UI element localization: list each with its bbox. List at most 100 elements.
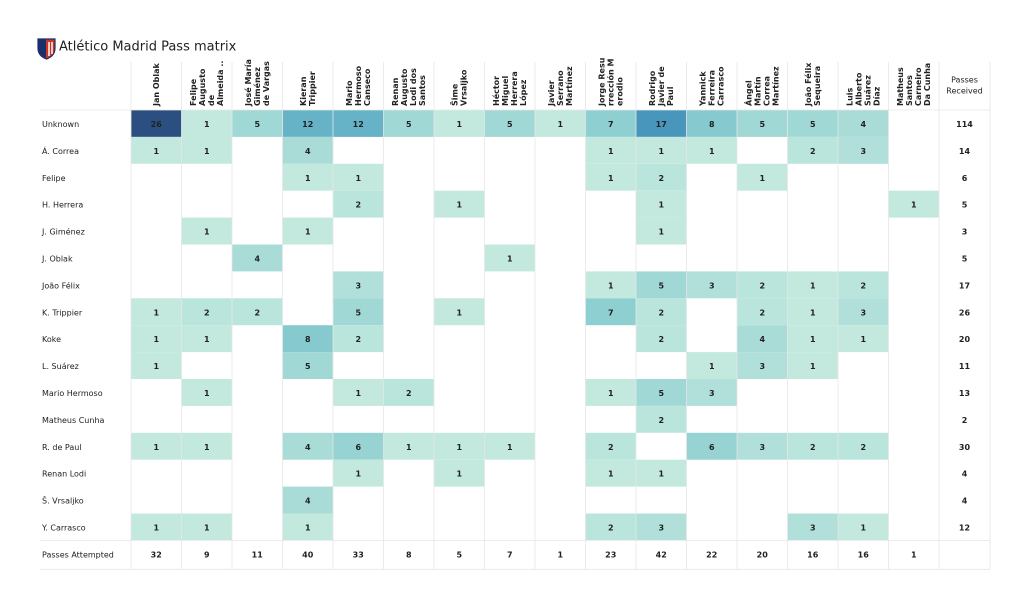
heat-cell: [484, 432, 535, 460]
column-header: Carrasco: [716, 66, 725, 106]
heat-cell: [535, 110, 586, 137]
cell-label: 26: [151, 120, 163, 129]
column-total: 7: [507, 550, 513, 559]
row-label: Unknown: [42, 120, 79, 129]
cell-label: 8: [305, 335, 311, 344]
row-label: Renan Lodi: [42, 470, 86, 479]
column-header: José María: [243, 59, 253, 107]
cell-label: 7: [608, 120, 614, 129]
heat-cell: [434, 110, 485, 137]
heat-cell: [838, 136, 889, 164]
column-header: Augusto: [400, 68, 409, 106]
column-header: López: [518, 79, 528, 106]
cell-label: 1: [355, 470, 361, 479]
row-total: 2: [962, 416, 968, 425]
cell-label: 12: [302, 120, 313, 129]
heat-cell: [131, 325, 182, 353]
cell-label: 3: [860, 147, 866, 156]
cell-label: 1: [204, 147, 210, 156]
heat-cell: [131, 432, 182, 460]
cell-label: 2: [608, 443, 614, 452]
column-total: 20: [757, 550, 769, 559]
column-header: Serrano: [556, 70, 565, 106]
heat-cell: [686, 379, 737, 406]
column-header: Da Cunha: [923, 63, 932, 106]
cell-label: 3: [709, 281, 715, 290]
column-header: Felipe: [189, 78, 198, 106]
cell-label: 1: [305, 523, 311, 532]
heat-cell: [383, 432, 434, 460]
cell-label: 3: [658, 523, 664, 532]
heat-cell: [787, 271, 838, 299]
column-header: Renan: [391, 77, 400, 106]
heat-cell: [636, 459, 687, 487]
column-total: 33: [353, 550, 364, 559]
cell-label: 2: [658, 416, 664, 425]
heat-cell: [686, 136, 737, 164]
column-header: erodio: [615, 77, 624, 106]
column-total: 9: [204, 550, 210, 559]
cell-label: 1: [911, 201, 917, 210]
cell-label: 1: [608, 174, 614, 183]
row-total: 30: [959, 443, 971, 452]
heat-cell: [484, 244, 535, 272]
column-header: rrección M: [605, 58, 615, 106]
column-header: de: [207, 94, 216, 106]
heat-cell: [737, 298, 788, 326]
row-total-header: Received: [946, 87, 982, 96]
heat-cell: [838, 432, 889, 460]
cell-label: 2: [759, 308, 765, 317]
heat-cell: [737, 352, 788, 379]
heat-cell: [282, 163, 333, 191]
heat-cell: [787, 136, 838, 164]
cell-label: 3: [759, 443, 765, 452]
column-header: Giménez: [252, 67, 262, 106]
column-header: Javier: [547, 80, 556, 107]
cell-label: 1: [456, 120, 462, 129]
cell-label: 4: [860, 120, 866, 129]
heat-cell: [383, 110, 434, 137]
column-header: Hermoso: [354, 65, 363, 106]
column-total: 1: [557, 550, 563, 559]
cell-label: 5: [759, 120, 765, 129]
column-header: Luis: [845, 87, 854, 106]
column-total: 8: [406, 550, 412, 559]
cell-label: 1: [608, 147, 614, 156]
heat-cell: [181, 325, 232, 353]
cell-label: 1: [860, 335, 866, 344]
column-total: 23: [605, 550, 616, 559]
cell-label: 2: [759, 281, 765, 290]
cell-label: 5: [305, 362, 311, 371]
heat-cell: [838, 513, 889, 541]
heat-cell: [737, 271, 788, 299]
heat-cell: [636, 379, 687, 406]
heat-cell: [131, 136, 182, 164]
heat-cell: [585, 298, 636, 326]
heat-cell: [838, 271, 889, 299]
cell-label: 1: [860, 523, 866, 532]
cell-label: 1: [153, 523, 159, 532]
column-total: 40: [302, 550, 314, 559]
column-header: Suárez: [863, 75, 872, 106]
cell-label: 1: [608, 470, 614, 479]
cell-label: 2: [204, 308, 210, 317]
cell-label: 6: [709, 443, 715, 452]
heat-cell: [686, 271, 737, 299]
row-label: Felipe: [42, 174, 66, 183]
chart-title: Atlético Madrid Pass matrix: [59, 40, 237, 55]
column-total: 5: [456, 550, 462, 559]
heat-cell: [686, 432, 737, 460]
row-label: R. de Paul: [42, 443, 82, 452]
heat-cell: [434, 298, 485, 326]
cell-label: 1: [153, 308, 159, 317]
heat-cell: [686, 110, 737, 137]
cell-label: 12: [353, 120, 364, 129]
heat-cell: [333, 190, 384, 218]
club-logo: [37, 38, 56, 60]
heat-cell: [181, 298, 232, 326]
heat-cell: [434, 432, 485, 460]
heat-cell: [636, 513, 687, 541]
heat-cell: [585, 136, 636, 164]
column-header: Santos: [418, 75, 427, 106]
row-total: 4: [962, 497, 968, 506]
